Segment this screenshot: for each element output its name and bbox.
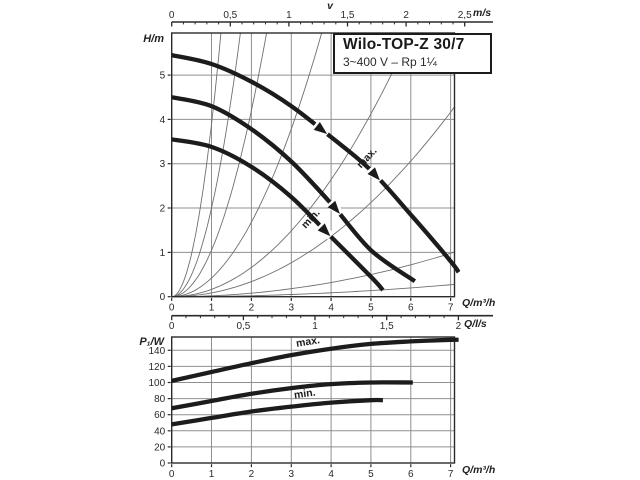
tick-label: 0 <box>169 321 175 332</box>
power-flow-chart-curves <box>171 337 459 427</box>
tick-label: 2 <box>403 10 409 21</box>
tick-label: 0,5 <box>236 321 250 332</box>
tick-label: 60 <box>154 410 166 421</box>
tick-label: 20 <box>154 442 166 453</box>
tick-label: 7 <box>448 303 454 314</box>
system-curve <box>171 32 268 298</box>
head-axis-label: H/m <box>143 33 164 45</box>
tick-label: 4 <box>328 469 334 480</box>
system-curve <box>171 32 412 298</box>
direction-arrow-icon <box>367 167 380 181</box>
tick-label: 1,5 <box>380 321 394 332</box>
tick-label: 2 <box>249 303 255 314</box>
title-box: Wilo-TOP-Z 30/7 3~400 V – Rp 1¼ <box>333 33 492 74</box>
head-flow-chart-curve-mid <box>171 95 417 283</box>
tick-label: 0 <box>169 10 175 21</box>
tick-label: 1 <box>312 321 318 332</box>
tick-label: 4 <box>328 303 334 314</box>
system-curve <box>171 32 222 298</box>
power-flow-chart-axis-ticks: 0 1 2 3 4 5 6 7 0 20 40 60 80 100 120 140 <box>149 346 454 480</box>
flow-axis-label-bottom: Q/m³/h <box>462 464 496 476</box>
flow-ls-ruler: 0 0,5 1 1,5 2 <box>169 314 493 332</box>
tick-label: 2 <box>456 321 462 332</box>
head-flow-chart-curves <box>171 52 461 292</box>
tick-label: 100 <box>149 378 166 389</box>
tick-label: 1 <box>209 469 215 480</box>
head-flow-chart-grid <box>171 33 455 297</box>
system-curve <box>171 106 455 298</box>
velocity-axis-label: v <box>327 0 333 12</box>
power-flow-chart-curve-max <box>171 337 459 383</box>
tick-label: 3 <box>289 469 295 480</box>
power-flow-chart-border <box>170 336 456 464</box>
tick-label: 0,5 <box>223 10 237 21</box>
tick-label: 0 <box>169 303 175 314</box>
tick-label: 40 <box>154 426 166 437</box>
tick-label: 80 <box>154 394 166 405</box>
flow-ls-axis-label: Q/l/s <box>464 318 487 330</box>
tick-label: 6 <box>408 303 414 314</box>
tick-label: 1 <box>286 10 292 21</box>
velocity-ruler: 0 0,5 1 1,5 2 2,5 <box>169 10 493 27</box>
head-flow-chart-axis-ticks: 0 1 2 3 4 5 6 7 0 1 2 3 4 5 <box>160 71 454 314</box>
tick-label: 0 <box>169 469 175 480</box>
velocity-unit-label: m/s <box>473 7 492 19</box>
power-axis-label: P₁/W <box>139 336 164 348</box>
direction-arrow-icon <box>327 200 340 214</box>
head-flow-chart-curve-min <box>171 137 385 292</box>
tick-label: 3 <box>289 303 295 314</box>
flow-axis-label-top: Q/m³/h <box>462 297 496 309</box>
tick-label: 120 <box>149 362 166 373</box>
tick-label: 6 <box>408 469 414 480</box>
tick-label: 2 <box>160 204 166 215</box>
tick-label: 1 <box>209 303 215 314</box>
tick-label: 0 <box>160 292 166 303</box>
direction-arrow-icon <box>317 223 331 237</box>
pump-model-title: Wilo-TOP-Z 30/7 <box>343 36 465 53</box>
head-flow-chart-markers <box>312 120 384 240</box>
tick-label: 0 <box>160 459 166 470</box>
tick-label: 1,5 <box>341 10 355 21</box>
tick-label: 7 <box>448 469 454 480</box>
tick-label: 140 <box>149 346 166 357</box>
head-flow-chart-border <box>170 32 456 298</box>
tick-label: 1 <box>160 248 166 259</box>
system-curve <box>171 32 323 298</box>
head-flow-chart-curve-max <box>171 52 461 274</box>
tick-label: 2,5 <box>458 10 472 21</box>
tick-label: 4 <box>160 115 166 126</box>
direction-arrow-icon <box>313 122 328 134</box>
system-curve <box>171 251 455 298</box>
tick-label: 5 <box>160 71 166 82</box>
pump-model-subtitle: 3~400 V – Rp 1¼ <box>343 55 437 69</box>
tick-label: 5 <box>368 303 374 314</box>
power-flow-chart-curve-min <box>171 397 383 427</box>
tick-label: 2 <box>249 469 255 480</box>
power-flow-chart-curve-mid <box>171 380 413 411</box>
system-curve <box>171 283 455 298</box>
tick-label: 3 <box>160 159 166 170</box>
tick-label: 5 <box>368 469 374 480</box>
